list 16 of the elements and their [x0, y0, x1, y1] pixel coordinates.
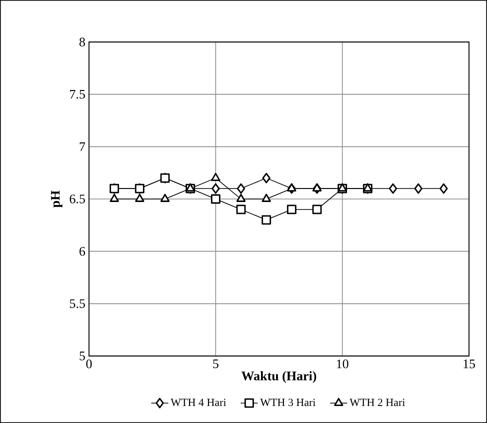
y-tick-label: 5.5 — [70, 299, 85, 308]
y-tick-label: 5 — [80, 352, 85, 360]
y-tick-label: 7.5 — [70, 90, 85, 99]
x-axis-title: Waktu (Hari) — [241, 371, 316, 383]
x-tick-label: 15 — [464, 360, 475, 368]
y-tick-label: 6 — [80, 246, 86, 256]
x-tick-label: 5 — [213, 360, 218, 368]
y-tick-label: 8 — [79, 38, 85, 46]
legend-label: WTH 3 Hari — [260, 398, 316, 406]
y-axis-title: pH — [51, 190, 62, 208]
x-tick-label: 0 — [86, 360, 92, 368]
y-tick-label: 7 — [80, 142, 86, 151]
x-tick-label: 10 — [336, 360, 348, 368]
y-tick-label: 6.5 — [70, 194, 85, 204]
legend-label: WTH 2 Hari — [350, 398, 405, 406]
legend-label: WTH 4 Hari — [170, 398, 226, 406]
